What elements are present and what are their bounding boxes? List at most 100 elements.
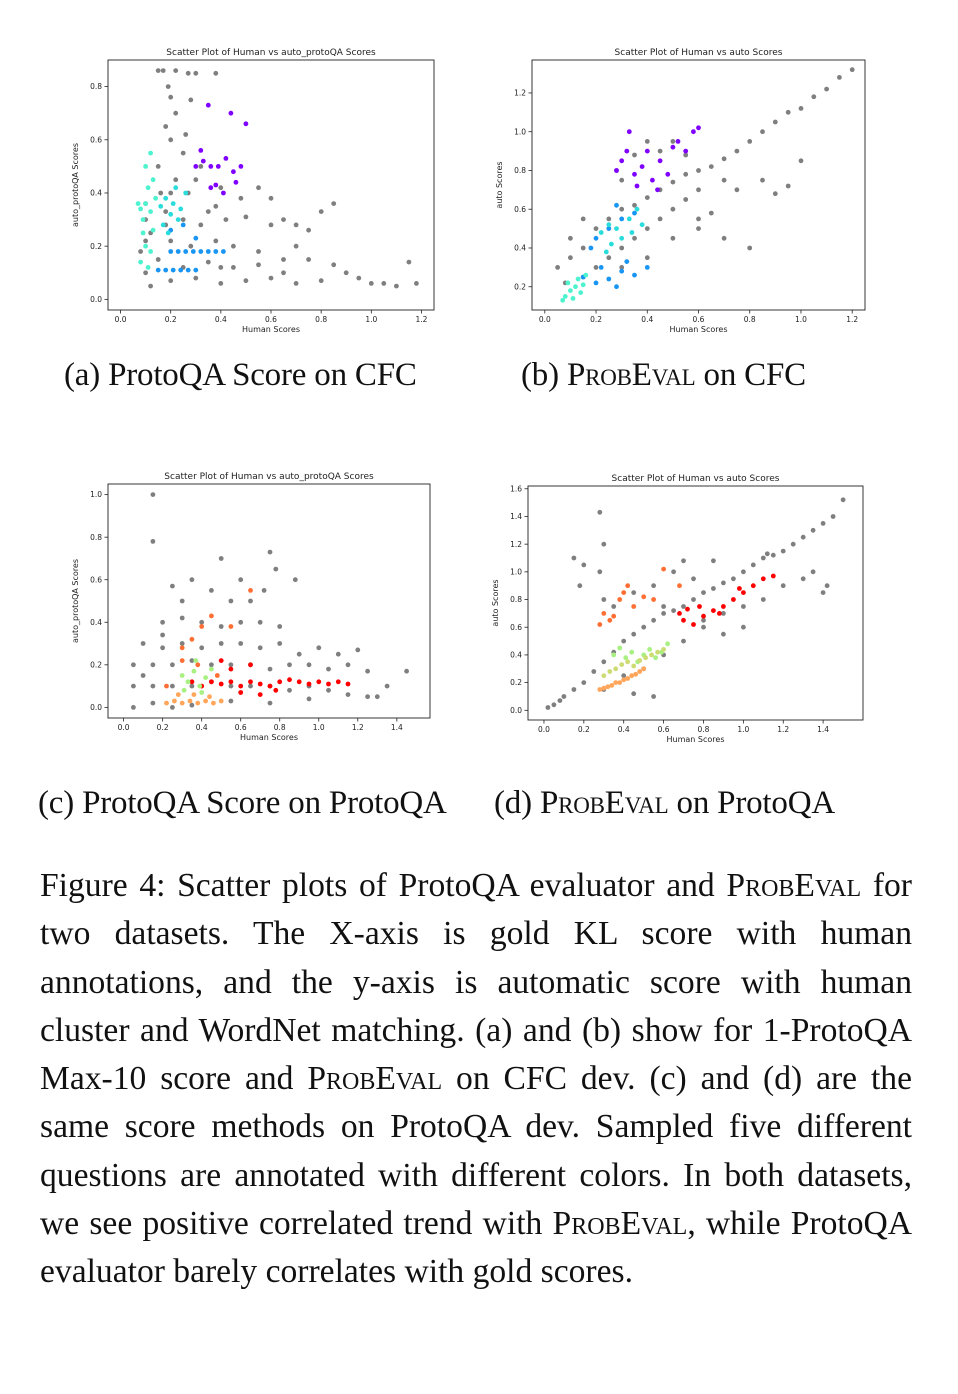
highlight-point xyxy=(626,216,632,222)
highlight-point xyxy=(601,673,607,679)
data-point xyxy=(671,569,676,575)
highlight-point xyxy=(218,698,224,704)
data-point xyxy=(189,658,195,663)
highlight-point xyxy=(163,195,169,201)
highlight-point xyxy=(211,700,216,706)
data-point xyxy=(257,645,263,651)
data-point xyxy=(281,270,286,276)
x-tick-label: 0.4 xyxy=(618,725,630,734)
y-axis-label: auto Scores xyxy=(495,161,504,208)
highlight-point xyxy=(199,690,205,695)
highlight-point xyxy=(737,586,742,591)
highlight-point xyxy=(179,700,185,706)
data-point xyxy=(580,216,586,222)
data-point xyxy=(168,238,174,244)
highlight-point xyxy=(199,624,205,629)
data-point xyxy=(365,668,370,674)
highlight-point xyxy=(617,597,623,602)
caption-probeval-3b: E xyxy=(620,1205,642,1243)
highlight-point xyxy=(155,267,161,273)
highlight-point xyxy=(218,658,224,663)
highlight-point xyxy=(187,698,193,704)
x-tick-label: 1.0 xyxy=(313,723,325,732)
data-point xyxy=(641,624,647,630)
highlight-point xyxy=(160,222,166,228)
data-point xyxy=(670,235,676,241)
x-tick-label: 0.8 xyxy=(698,725,710,734)
highlight-point xyxy=(691,622,696,627)
data-point xyxy=(138,249,143,254)
data-point xyxy=(257,619,263,625)
highlight-point xyxy=(180,222,186,228)
data-point xyxy=(140,673,146,678)
highlight-point xyxy=(326,681,331,687)
data-point xyxy=(691,576,696,582)
highlight-point xyxy=(617,680,623,685)
data-point xyxy=(790,541,796,547)
data-point xyxy=(218,624,224,629)
subcaption-b-suffix: on CFC xyxy=(695,357,807,393)
highlight-point xyxy=(639,222,645,228)
highlight-point xyxy=(214,673,220,678)
highlight-point xyxy=(243,121,249,127)
data-point xyxy=(571,555,577,561)
highlight-point xyxy=(175,249,181,254)
data-point xyxy=(243,278,249,284)
highlight-point xyxy=(619,268,625,274)
data-point xyxy=(218,556,224,561)
scatter-chart-a: Scatter Plot of Human vs auto_protoQA Sc… xyxy=(71,48,435,334)
scatter-panel-d: Scatter Plot of Human vs auto Scores 0.0 0… xyxy=(486,470,878,762)
data-point xyxy=(760,555,766,561)
y-tick-label: 0.2 xyxy=(514,282,526,291)
highlight-point xyxy=(148,150,153,156)
data-point xyxy=(696,187,701,193)
data-point xyxy=(188,97,194,103)
data-point xyxy=(218,641,224,646)
highlight-point xyxy=(655,187,660,193)
highlight-point xyxy=(138,259,143,265)
data-point xyxy=(160,632,165,638)
highlight-point xyxy=(634,206,640,212)
data-point xyxy=(820,590,826,595)
highlight-point xyxy=(335,679,341,685)
data-point xyxy=(180,217,186,223)
data-point xyxy=(561,694,567,699)
caption-probeval-1b: E xyxy=(794,867,815,904)
highlight-point xyxy=(145,265,151,270)
highlight-point xyxy=(637,658,643,663)
data-point xyxy=(721,177,727,183)
data-point xyxy=(267,700,273,706)
data-point xyxy=(170,705,175,710)
highlight-point xyxy=(619,235,625,241)
highlight-point xyxy=(653,655,658,661)
data-point xyxy=(165,84,171,89)
y-axis-label: auto Scores xyxy=(491,579,500,626)
data-point xyxy=(296,651,302,657)
plot-frame xyxy=(527,485,864,721)
data-point xyxy=(691,597,696,602)
caption-part-4: , while ProtoQA evaluator barely correla… xyxy=(40,1205,913,1291)
highlight-point xyxy=(580,282,586,288)
data-point xyxy=(394,283,399,289)
highlight-point xyxy=(597,622,603,627)
highlight-point xyxy=(637,669,643,674)
highlight-point xyxy=(573,284,578,290)
data-point xyxy=(155,164,161,169)
x-tick-label: 1.4 xyxy=(817,725,829,734)
data-point xyxy=(318,209,324,215)
data-point xyxy=(568,255,573,261)
data-point xyxy=(150,492,156,497)
data-point xyxy=(223,217,229,223)
plot-frame xyxy=(107,59,435,311)
data-point xyxy=(277,624,283,629)
data-point xyxy=(747,245,753,251)
data-point xyxy=(150,700,156,706)
data-point xyxy=(597,569,603,575)
data-point xyxy=(155,68,161,73)
data-point xyxy=(163,209,169,215)
data-point xyxy=(657,216,663,222)
data-point xyxy=(189,577,195,583)
x-tick-label: 0.2 xyxy=(157,723,169,732)
data-point xyxy=(721,580,726,586)
highlight-point xyxy=(158,203,164,209)
